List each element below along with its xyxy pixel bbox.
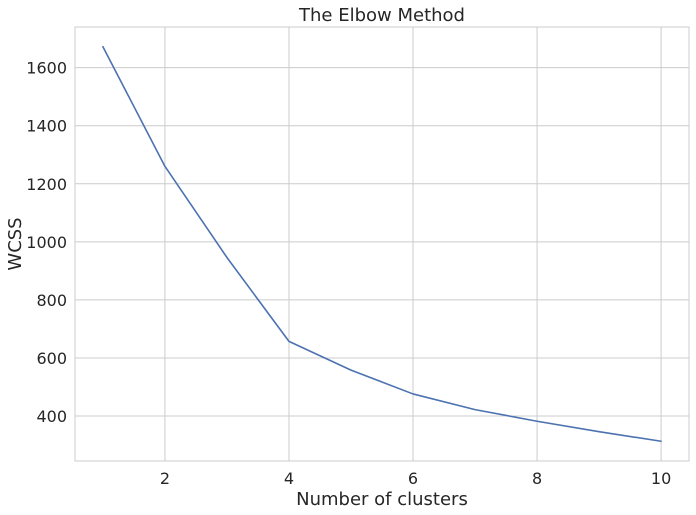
- chart-title: The Elbow Method: [298, 5, 465, 26]
- y-tick-label: 400: [36, 407, 67, 426]
- y-tick-label: 1600: [26, 59, 67, 78]
- x-tick-label: 6: [408, 469, 418, 488]
- wcss-series-line: [102, 45, 662, 443]
- tick-labels: 2 4 6 8 10 400 600 800 1000 1200 1400 1600: [26, 59, 671, 488]
- x-tick-label: 8: [532, 469, 542, 488]
- x-tick-label: 2: [160, 469, 170, 488]
- x-tick-label: 10: [651, 469, 671, 488]
- y-axis-label: WCSS: [5, 217, 26, 270]
- y-tick-label: 1000: [26, 233, 67, 252]
- y-tick-label: 800: [36, 291, 67, 310]
- y-tick-label: 1400: [26, 117, 67, 136]
- x-tick-label: 4: [284, 469, 294, 488]
- x-axis-label: Number of clusters: [296, 489, 468, 510]
- grid-lines: [75, 27, 689, 461]
- series-group: [102, 45, 662, 443]
- plot-frame: [74, 26, 690, 462]
- y-tick-label: 1200: [26, 175, 67, 194]
- y-tick-label: 600: [36, 349, 67, 368]
